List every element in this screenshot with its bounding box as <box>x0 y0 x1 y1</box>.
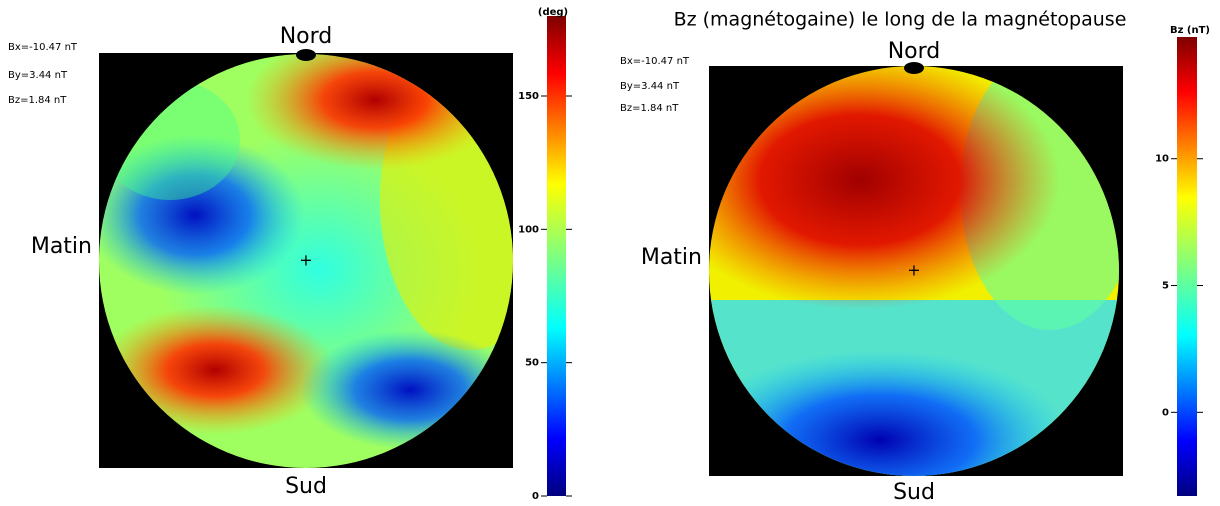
heatmap <box>99 54 513 468</box>
colorbar-label: Bz (nT) <box>1170 25 1210 36</box>
tick-label: 10 <box>1155 154 1169 165</box>
tick-label: 50 <box>525 358 539 369</box>
parameter: Bz=1.84 nT <box>620 103 679 114</box>
south-label: Sud <box>285 474 327 499</box>
parameter: By=3.44 nT <box>8 70 68 81</box>
south-label: Sud <box>893 480 935 505</box>
colorbar-label: (deg) <box>538 7 568 18</box>
pole <box>296 49 316 61</box>
heatmap <box>709 66 1119 476</box>
center-mark: + <box>299 251 312 270</box>
colorbar <box>547 16 566 496</box>
parameter: Bz=1.84 nT <box>8 95 67 106</box>
west-label: Matin <box>641 245 702 270</box>
west-label: Matin <box>31 234 92 259</box>
title: Bz (magnétogaine) le long de la magnétop… <box>674 9 1127 31</box>
tick-label: 0 <box>1162 407 1169 418</box>
parameter: Bx=-10.47 nT <box>620 56 690 67</box>
pole <box>904 62 924 74</box>
north-label: Nord <box>280 24 333 49</box>
tick-label: 5 <box>1162 281 1169 292</box>
tick-label: 100 <box>518 224 539 235</box>
parameter: By=3.44 nT <box>620 81 680 92</box>
center-mark: + <box>907 261 920 280</box>
north-label: Nord <box>888 39 941 64</box>
colorbar <box>1177 37 1197 496</box>
tick-label: 150 <box>518 91 539 102</box>
parameter: Bx=-10.47 nT <box>8 42 78 53</box>
tick-label: 0 <box>532 491 539 502</box>
